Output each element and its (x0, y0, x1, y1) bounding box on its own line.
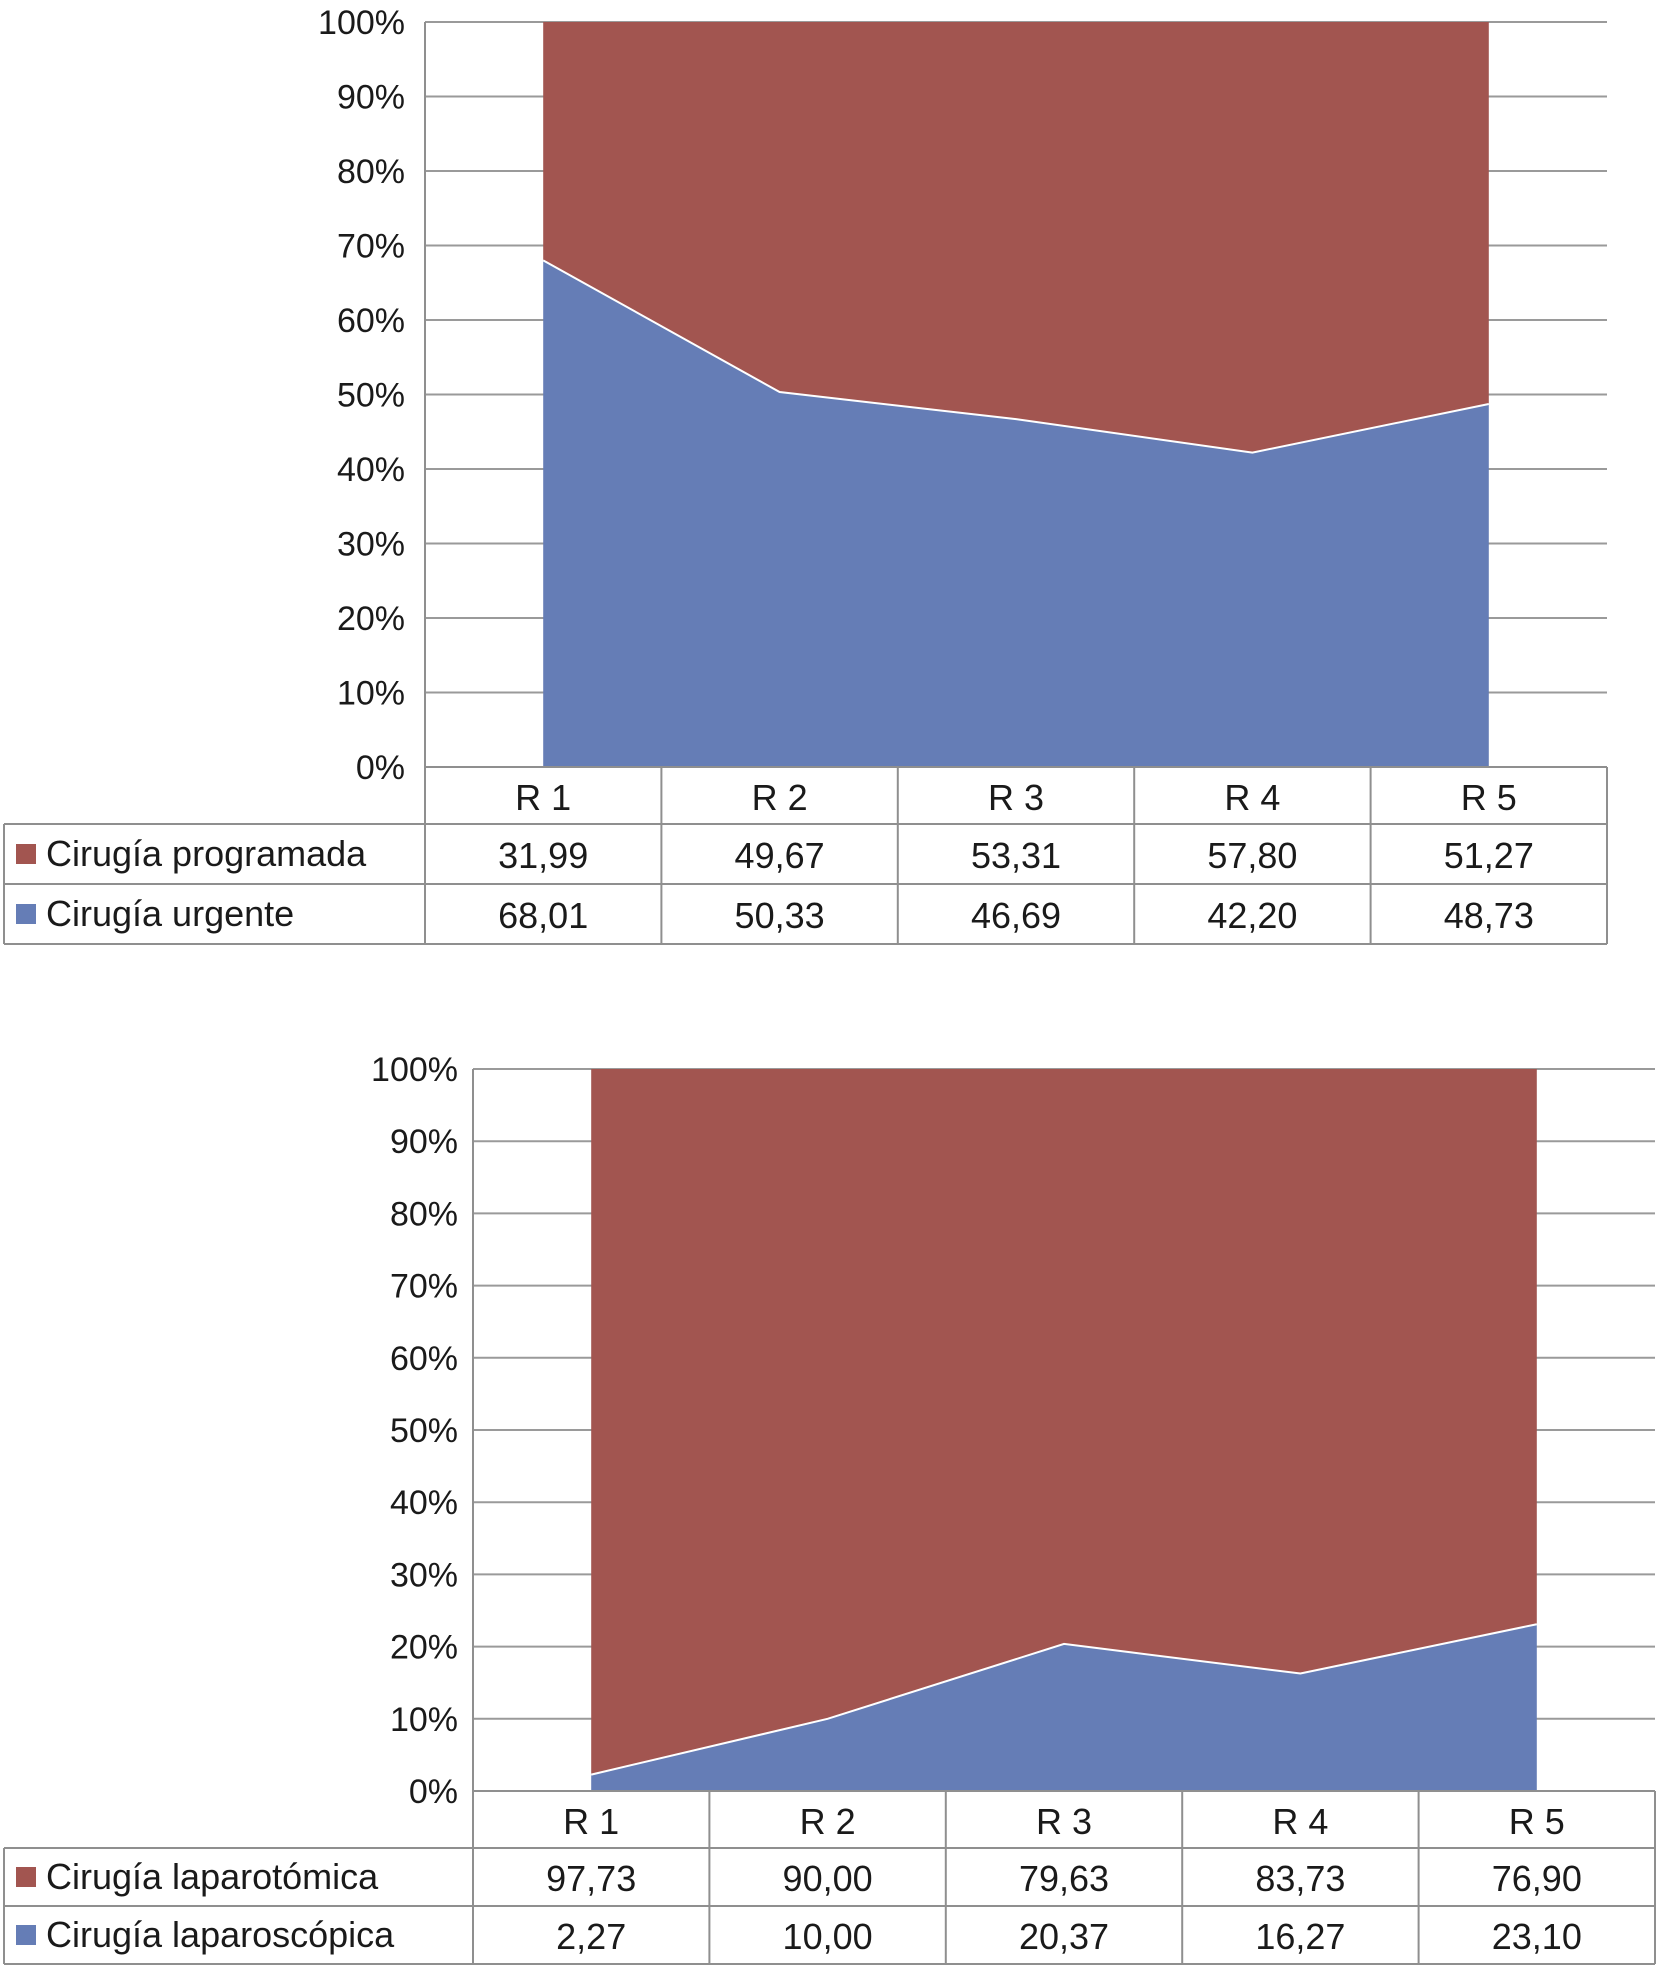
data-label: 2,27 (556, 1916, 626, 1957)
x-category-label: R 1 (563, 1801, 619, 1842)
y-tick-label: 40% (390, 1484, 458, 1522)
data-label: 20,37 (1019, 1916, 1109, 1957)
data-label: 79,63 (1019, 1858, 1109, 1899)
y-tick-label: 90% (337, 79, 405, 117)
x-category-label: R 3 (1036, 1801, 1092, 1842)
x-category-label: R 4 (1224, 777, 1280, 818)
y-tick-label: 10% (390, 1701, 458, 1739)
legend-label: Cirugía programada (46, 833, 367, 874)
data-label: 90,00 (783, 1858, 873, 1899)
legend-swatch (16, 904, 36, 924)
legend-swatch (16, 1925, 36, 1945)
series-boundary-line (542, 259, 1490, 454)
legend-label: Cirugía laparotómica (46, 1856, 379, 1897)
y-tick-label: 30% (390, 1556, 458, 1594)
x-category-label: R 2 (752, 777, 808, 818)
legend-label: Cirugía laparoscópica (46, 1914, 395, 1955)
x-category-label: R 2 (800, 1801, 856, 1842)
area-cirugía-laparoscópica (591, 1624, 1537, 1791)
data-label: 31,99 (498, 835, 588, 876)
y-tick-label: 80% (390, 1195, 458, 1233)
x-category-label: R 1 (515, 777, 571, 818)
x-category-label: R 5 (1461, 777, 1517, 818)
data-label: 76,90 (1492, 1858, 1582, 1899)
data-label: 51,27 (1444, 835, 1534, 876)
y-tick-label: 90% (390, 1123, 458, 1161)
y-tick-label: 50% (390, 1412, 458, 1450)
y-tick-label: 40% (337, 451, 405, 489)
data-table: R 1 R 2 R 3 R 4 R 5 Cirugía laparotómica 97,73… (3, 1791, 1656, 1965)
series-boundary-line (590, 1623, 1538, 1776)
y-tick-label: 0% (356, 749, 405, 787)
data-label: 49,67 (735, 835, 825, 876)
area-cirugía-laparotómica (591, 1069, 1537, 1775)
data-label: 53,31 (971, 835, 1061, 876)
y-tick-label: 80% (337, 153, 405, 191)
data-label: 83,73 (1255, 1858, 1345, 1899)
data-label: 50,33 (735, 895, 825, 936)
area-cirugía-urgente (543, 260, 1489, 767)
y-tick-label: 70% (390, 1268, 458, 1306)
data-label: 42,20 (1207, 895, 1297, 936)
legend-label: Cirugía urgente (46, 893, 294, 934)
data-label: 57,80 (1207, 835, 1297, 876)
y-tick-label: 60% (390, 1340, 458, 1378)
y-tick-label: 70% (337, 228, 405, 266)
y-tick-label: 100% (318, 4, 405, 42)
y-tick-label: 10% (337, 675, 405, 713)
y-tick-label: 20% (337, 600, 405, 638)
legend-swatch (16, 844, 36, 864)
data-label: 46,69 (971, 895, 1061, 936)
data-label: 48,73 (1444, 895, 1534, 936)
data-label: 97,73 (546, 1858, 636, 1899)
x-category-label: R 5 (1509, 1801, 1565, 1842)
y-tick-label: 50% (337, 377, 405, 415)
legend-swatch (16, 1867, 36, 1887)
y-tick-label: 30% (337, 526, 405, 564)
data-label: 16,27 (1255, 1916, 1345, 1957)
x-category-label: R 4 (1272, 1801, 1328, 1842)
data-label: 23,10 (1492, 1916, 1582, 1957)
y-tick-label: 60% (337, 302, 405, 340)
data-table: R 1 R 2 R 3 R 4 R 5 Cirugía programada 31,99 49… (3, 767, 1608, 945)
area-cirugía-programada (543, 22, 1489, 453)
y-tick-label: 20% (390, 1629, 458, 1667)
y-tick-label: 100% (371, 1051, 458, 1089)
x-category-label: R 3 (988, 777, 1044, 818)
data-label: 68,01 (498, 895, 588, 936)
y-tick-label: 0% (409, 1773, 458, 1811)
data-label: 10,00 (783, 1916, 873, 1957)
